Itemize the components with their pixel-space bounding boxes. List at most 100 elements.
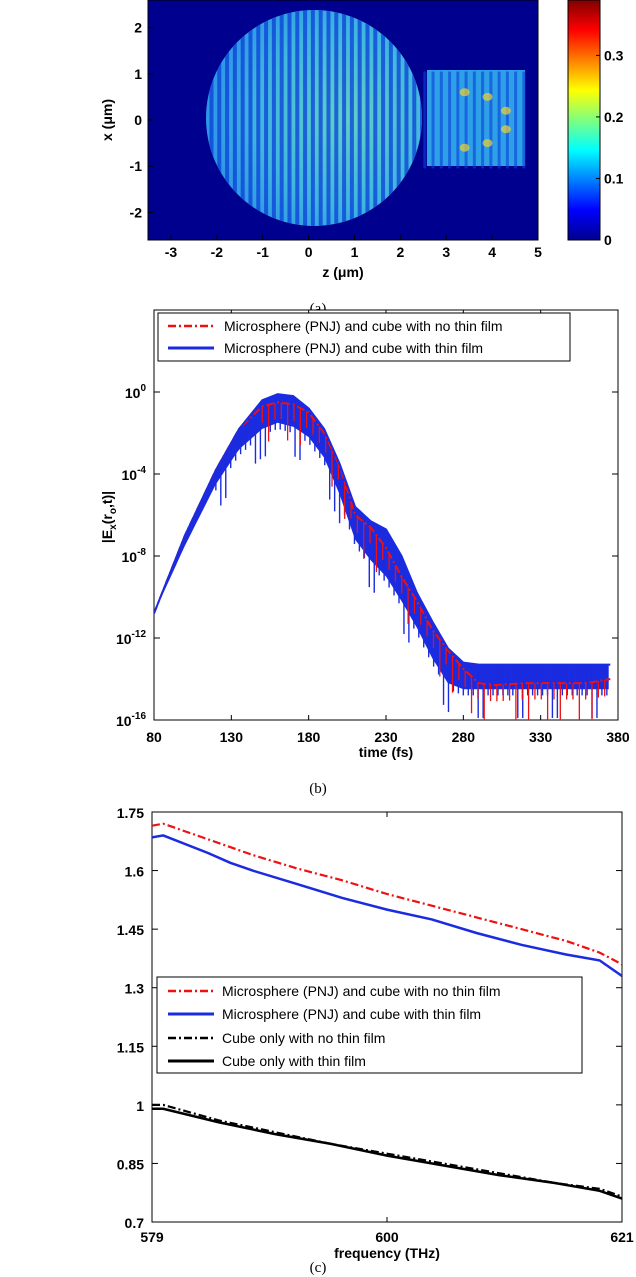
legend-label-thin-film: Microsphere (PNJ) and cube with thin fil… — [222, 1006, 481, 1022]
x-tick-label: 80 — [146, 729, 162, 745]
fringe — [217, 10, 222, 226]
hot-spot — [482, 139, 493, 148]
hot-spot — [500, 125, 511, 134]
x-tick-label: 180 — [297, 729, 321, 745]
fringe — [240, 10, 245, 226]
panel-a-ylabel: x (μm) — [99, 99, 115, 141]
fringe — [287, 10, 292, 226]
y-tick-label: -2 — [130, 204, 143, 220]
fringe — [326, 10, 331, 226]
y-tick-label: 0 — [134, 112, 142, 128]
panel-b-caption: (b) — [309, 781, 327, 797]
legend-label-no-film: Microsphere (PNJ) and cube with no thin … — [224, 318, 503, 334]
fringe — [439, 71, 443, 169]
fringe — [381, 10, 386, 226]
tick-exponent: -12 — [132, 629, 147, 640]
fringe — [423, 71, 427, 169]
panel-c-xlabel: frequency (THz) — [334, 1245, 440, 1261]
y-tick-label: 1.45 — [117, 922, 144, 938]
tick-base: 10 — [116, 631, 132, 647]
tick-base: 10 — [116, 713, 132, 729]
y-tick-label: 1 — [136, 1098, 144, 1114]
y-tick-label: 1.3 — [125, 981, 145, 997]
x-tick-label: -3 — [165, 244, 178, 260]
fringe — [248, 10, 253, 226]
panel-b: 80 130 180 230 280 330 38010010-410-810-1210-1… — [99, 309, 630, 797]
fringe — [279, 10, 284, 226]
colorbar-tick-label: 0.2 — [604, 109, 624, 125]
fringe — [505, 71, 509, 169]
x-tick-label: 0 — [305, 244, 313, 260]
fringe — [318, 10, 323, 226]
y-tick-label: 1.15 — [117, 1039, 144, 1055]
x-tick-label: 230 — [374, 729, 398, 745]
panel-b-legend: Microsphere (PNJ) and cube with no thin … — [157, 312, 571, 362]
y-tick-label: 1.6 — [125, 864, 145, 880]
x-tick-label: 2 — [396, 244, 404, 260]
fringe — [404, 10, 409, 226]
panel-c-caption: (c) — [310, 1260, 327, 1276]
fringe — [342, 10, 347, 226]
x-tick-label: 330 — [529, 729, 553, 745]
fringe — [365, 10, 370, 226]
series-line-0 — [152, 822, 622, 966]
series-line-3 — [152, 1107, 622, 1200]
fringe — [357, 10, 362, 226]
x-tick-label: 130 — [220, 729, 244, 745]
tick-base: 10 — [125, 385, 141, 401]
x-tick-label: 1 — [351, 244, 359, 260]
tick-exponent: -16 — [132, 711, 147, 722]
fringe — [489, 71, 493, 169]
panel-a-xlabel: z (μm) — [322, 264, 363, 280]
series-thin-film-line — [154, 393, 611, 666]
legend-label-cube-thin-film: Cube only with thin film — [222, 1053, 366, 1069]
y-tick-label: 100 — [125, 383, 147, 401]
x-tick-label: 600 — [375, 1229, 399, 1245]
y-tick-label: 10-12 — [116, 629, 146, 647]
y-tick-label: 0.7 — [125, 1215, 145, 1231]
hot-spot — [482, 92, 493, 101]
legend-label-cube-no-film: Cube only with no thin film — [222, 1030, 385, 1046]
cube-interference-fringes — [423, 71, 526, 169]
x-tick-label: 280 — [452, 729, 476, 745]
y-tick-label: 10-4 — [122, 465, 147, 483]
hot-spot — [500, 106, 511, 115]
legend-box — [156, 976, 583, 1074]
fringe — [310, 10, 315, 226]
fringe — [256, 10, 261, 226]
x-tick-label: 4 — [488, 244, 496, 260]
series-no-film-line — [154, 401, 611, 687]
fringe — [522, 71, 526, 169]
series-no-film-oscillations — [261, 402, 606, 720]
fringe — [271, 10, 276, 226]
colorbar-tick-label: 0.3 — [604, 47, 624, 63]
fringe — [497, 71, 501, 169]
fringe — [448, 71, 452, 169]
series-line-2 — [152, 1103, 622, 1198]
x-tick-label: 3 — [442, 244, 450, 260]
fringe — [456, 71, 460, 169]
fringe — [481, 71, 485, 169]
fringe — [303, 10, 308, 226]
panel-b-axes — [153, 309, 619, 721]
y-tick-label: 0.85 — [117, 1156, 144, 1172]
fringe — [373, 10, 378, 226]
series-line-1 — [152, 834, 622, 978]
y-tick-label: 1.75 — [117, 805, 144, 821]
x-tick-label: -2 — [211, 244, 224, 260]
colorbar — [567, 0, 601, 241]
tick-base: 10 — [122, 549, 138, 565]
fringe — [472, 71, 476, 169]
x-tick-label: 579 — [140, 1229, 164, 1245]
fringe — [388, 10, 393, 226]
y-tick-label: 10-16 — [116, 711, 146, 729]
x-tick-label: -1 — [256, 244, 269, 260]
y-tick-label: 10-8 — [122, 547, 147, 565]
y-tick-label: 2 — [134, 20, 142, 36]
fringe — [412, 10, 417, 226]
colorbar-tick-label: 0 — [604, 232, 612, 248]
hot-spot — [459, 88, 470, 97]
fringe — [431, 71, 435, 169]
y-tick-label: 1 — [134, 66, 142, 82]
y-tick-label: -1 — [130, 158, 143, 174]
